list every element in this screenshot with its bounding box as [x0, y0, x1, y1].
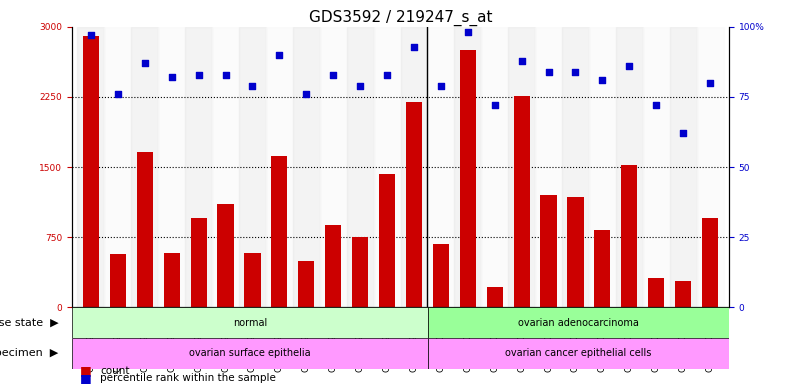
FancyBboxPatch shape — [428, 307, 729, 338]
Point — [489, 102, 501, 108]
Bar — [697, 27, 723, 307]
Bar — [648, 278, 664, 307]
Bar — [562, 27, 589, 307]
Point — [273, 52, 286, 58]
Bar — [293, 27, 320, 307]
Bar — [454, 27, 481, 307]
Text: disease state  ▶: disease state ▶ — [0, 318, 58, 328]
Point — [219, 71, 232, 78]
FancyBboxPatch shape — [72, 307, 428, 338]
Bar — [320, 27, 347, 307]
Bar — [104, 27, 131, 307]
Bar — [622, 165, 638, 307]
Text: ■: ■ — [80, 372, 92, 384]
Bar — [433, 244, 449, 307]
Point — [650, 102, 662, 108]
Bar — [272, 156, 288, 307]
Text: ovarian surface epithelia: ovarian surface epithelia — [189, 348, 311, 358]
Point — [192, 71, 205, 78]
Point — [703, 80, 716, 86]
Bar — [589, 27, 616, 307]
Bar — [481, 27, 508, 307]
Text: normal: normal — [233, 318, 267, 328]
Point — [246, 83, 259, 89]
Text: count: count — [100, 366, 130, 376]
Bar — [191, 218, 207, 307]
Text: ■: ■ — [80, 364, 92, 377]
Bar — [137, 152, 153, 307]
Bar — [670, 27, 697, 307]
Title: GDS3592 / 219247_s_at: GDS3592 / 219247_s_at — [308, 9, 493, 25]
Bar — [352, 237, 368, 307]
Bar — [400, 27, 428, 307]
Point — [354, 83, 367, 89]
Bar — [244, 253, 260, 307]
Point — [461, 30, 474, 36]
Text: percentile rank within the sample: percentile rank within the sample — [100, 373, 276, 383]
Bar — [513, 96, 529, 307]
Bar — [460, 50, 476, 307]
Bar — [110, 254, 126, 307]
Point — [300, 91, 312, 97]
Bar — [212, 27, 239, 307]
Text: specimen  ▶: specimen ▶ — [0, 348, 58, 358]
Bar — [83, 36, 99, 307]
Bar — [406, 102, 422, 307]
Bar — [239, 27, 266, 307]
Bar — [567, 197, 584, 307]
Point — [623, 63, 636, 69]
Point — [85, 32, 98, 38]
Bar — [594, 230, 610, 307]
Point — [677, 130, 690, 136]
Point — [434, 83, 447, 89]
Bar — [266, 27, 293, 307]
Bar — [373, 27, 400, 307]
FancyBboxPatch shape — [428, 338, 729, 369]
Bar — [535, 27, 562, 307]
Bar — [428, 27, 454, 307]
Point — [569, 69, 582, 75]
Bar — [185, 27, 212, 307]
Point — [542, 69, 555, 75]
Bar — [217, 204, 234, 307]
Bar — [78, 27, 104, 307]
Bar — [616, 27, 642, 307]
Bar — [159, 27, 185, 307]
Bar — [541, 195, 557, 307]
Bar — [325, 225, 341, 307]
Point — [327, 71, 340, 78]
Bar — [131, 27, 159, 307]
Bar — [642, 27, 670, 307]
Bar — [702, 218, 718, 307]
Bar — [163, 253, 179, 307]
Point — [515, 58, 528, 64]
Text: ovarian cancer epithelial cells: ovarian cancer epithelial cells — [505, 348, 651, 358]
Point — [408, 43, 421, 50]
FancyBboxPatch shape — [72, 338, 428, 369]
Point — [380, 71, 393, 78]
Bar — [298, 261, 314, 307]
Bar — [379, 174, 395, 307]
Bar — [675, 281, 691, 307]
Point — [111, 91, 124, 97]
Bar — [487, 287, 503, 307]
Point — [139, 60, 151, 66]
Bar — [508, 27, 535, 307]
Text: ovarian adenocarcinoma: ovarian adenocarcinoma — [518, 318, 639, 328]
Bar — [347, 27, 373, 307]
Point — [165, 74, 178, 80]
Point — [596, 77, 609, 83]
